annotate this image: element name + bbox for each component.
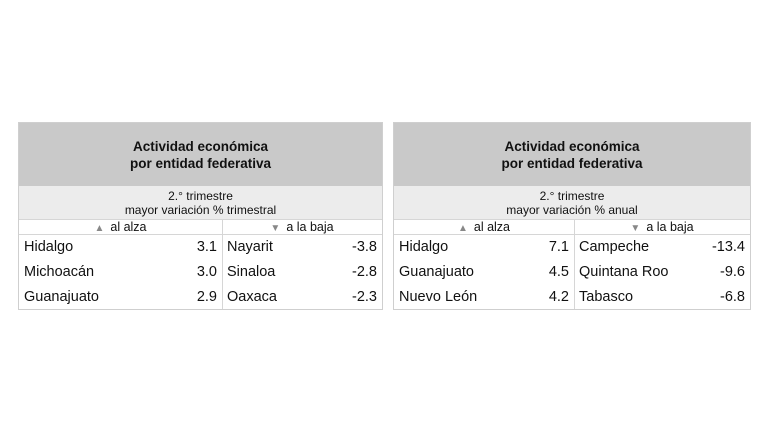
value-cell: 2.9 bbox=[196, 289, 217, 305]
arrow-icon: ▼ bbox=[270, 223, 281, 234]
value-cell: -2.8 bbox=[352, 264, 377, 280]
value-cell: 3.0 bbox=[196, 264, 217, 280]
subtitle-line: 2.° trimestre bbox=[539, 188, 605, 203]
panel-subtitle: 2.° trimestre mayor variación % anual bbox=[394, 186, 750, 220]
state-cell: Nayarit bbox=[227, 239, 273, 255]
panel-title: Actividad económica por entidad federativ… bbox=[394, 123, 750, 186]
state-cell: Hidalgo bbox=[24, 239, 74, 255]
table-panel: Actividad económica por entidad federativ… bbox=[393, 122, 751, 310]
arrow-icon: ▲ bbox=[94, 223, 105, 234]
title-line: Actividad económica bbox=[504, 138, 640, 154]
state-cell: Oaxaca bbox=[227, 289, 277, 305]
state-cell: Hidalgo bbox=[399, 239, 449, 255]
state-cell: Campeche bbox=[579, 239, 650, 255]
value-cell: -3.8 bbox=[352, 239, 377, 255]
state-cell: Tabasco bbox=[579, 289, 634, 305]
value-cell: 4.5 bbox=[548, 264, 569, 280]
title-line: Actividad económica bbox=[132, 138, 269, 154]
value-cell: 7.1 bbox=[548, 239, 569, 255]
value-cell: 3.1 bbox=[196, 239, 217, 255]
panel-subtitle: 2.° trimestre mayor variación % trimestra… bbox=[19, 186, 382, 220]
subtitle-line: mayor variación % trimestral bbox=[124, 202, 277, 217]
panel-title: Actividad económica por entidad federativ… bbox=[19, 123, 382, 186]
column-header: ▼ a la baja bbox=[222, 219, 382, 235]
value-cell: 4.2 bbox=[548, 289, 569, 305]
header-text: al alza bbox=[473, 220, 511, 234]
column-divider bbox=[222, 219, 223, 309]
state-cell: Sinaloa bbox=[227, 264, 276, 280]
value-cell: -13.4 bbox=[711, 239, 745, 255]
state-cell: Nuevo León bbox=[399, 289, 478, 305]
arrow-icon: ▼ bbox=[630, 223, 641, 234]
state-cell: Quintana Roo bbox=[579, 264, 669, 280]
header-text: a la baja bbox=[646, 220, 694, 234]
column-divider bbox=[574, 219, 575, 309]
state-cell: Guanajuato bbox=[24, 289, 99, 305]
column-header: ▼ a la baja bbox=[574, 219, 750, 235]
header-text: al alza bbox=[110, 220, 147, 234]
state-cell: Michoacán bbox=[24, 264, 95, 280]
title-line: por entidad federativa bbox=[129, 155, 272, 171]
subtitle-line: 2.° trimestre bbox=[168, 188, 233, 203]
column-header: ▲ al alza bbox=[394, 219, 574, 235]
table-panel: Actividad económica por entidad federativ… bbox=[18, 122, 383, 310]
header-text: a la baja bbox=[286, 220, 334, 234]
column-header: ▲ al alza bbox=[19, 219, 222, 235]
value-cell: -6.8 bbox=[720, 289, 745, 305]
arrow-icon: ▲ bbox=[457, 223, 468, 234]
value-cell: -2.3 bbox=[352, 289, 377, 305]
state-cell: Guanajuato bbox=[399, 264, 474, 280]
value-cell: -9.6 bbox=[720, 264, 745, 280]
title-line: por entidad federativa bbox=[501, 155, 643, 171]
subtitle-line: mayor variación % anual bbox=[506, 202, 638, 217]
